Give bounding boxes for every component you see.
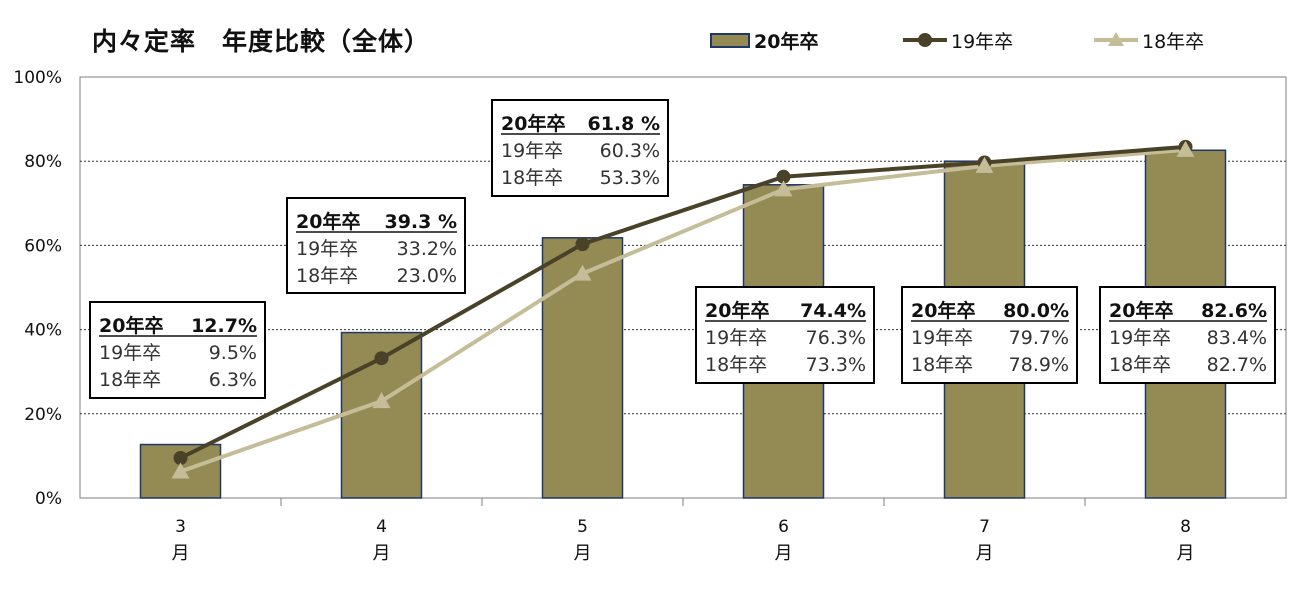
annotation-label: 18年卒 bbox=[1109, 354, 1171, 376]
annotation-box bbox=[286, 197, 466, 294]
y-tick-label: 60% bbox=[24, 236, 62, 256]
line-19 bbox=[179, 144, 1186, 460]
annotation-value: 33.2% bbox=[397, 238, 457, 260]
annotation-label: 18年卒 bbox=[99, 369, 161, 391]
annotation-label: 19年卒 bbox=[501, 140, 563, 162]
y-tick-label: 0% bbox=[35, 489, 62, 509]
annotation-value: 23.0% bbox=[397, 265, 457, 287]
annotation-value: 73.3% bbox=[806, 354, 866, 376]
annotation-label: 19年卒 bbox=[296, 238, 358, 260]
annotation-value: 80.0% bbox=[1003, 300, 1069, 322]
x-tick-unit: 月 bbox=[574, 543, 592, 564]
annotation-box bbox=[695, 286, 875, 384]
annotation-value: 6.3% bbox=[209, 369, 257, 391]
annotation-value: 78.9% bbox=[1009, 354, 1069, 376]
legend-item-18: 18年卒 bbox=[1094, 28, 1205, 53]
x-tick-unit: 月 bbox=[775, 543, 793, 564]
legend-item-20: 20年卒 bbox=[710, 28, 819, 53]
annotation-box bbox=[89, 301, 266, 399]
chart-title: 内々定率 年度比較（全体） bbox=[92, 27, 431, 56]
annotation-label: 19年卒 bbox=[911, 327, 973, 349]
annotation-label: 19年卒 bbox=[1109, 327, 1171, 349]
annotation-label: 18年卒 bbox=[911, 354, 973, 376]
annotation-label: 19年卒 bbox=[99, 342, 161, 364]
annotation-value: 82.6% bbox=[1201, 300, 1267, 322]
annotation-value: 12.7% bbox=[191, 315, 257, 337]
x-tick-label: 4 bbox=[376, 517, 387, 537]
annotation-label: 18年卒 bbox=[501, 167, 563, 189]
x-tick-label: 8 bbox=[1180, 517, 1191, 537]
legend-swatch-line18 bbox=[1094, 32, 1138, 46]
marker-18 bbox=[573, 264, 592, 281]
marker-18 bbox=[1176, 140, 1195, 157]
y-tick-label: 100% bbox=[13, 68, 62, 88]
annotation-box bbox=[901, 286, 1078, 384]
x-tick-label: 6 bbox=[778, 517, 789, 537]
annotation-value: 83.4% bbox=[1207, 327, 1267, 349]
annotation-value: 39.3 % bbox=[384, 211, 457, 233]
annotation-label: 19年卒 bbox=[705, 327, 767, 349]
annotation-label: 20年卒 bbox=[99, 314, 163, 337]
marker-18 bbox=[975, 156, 994, 173]
annotation-value: 53.3% bbox=[600, 167, 660, 189]
x-tick-unit: 月 bbox=[172, 543, 190, 564]
y-tick-label: 40% bbox=[24, 321, 62, 341]
annotation-label: 20年卒 bbox=[296, 210, 360, 233]
annotation-value: 74.4% bbox=[800, 300, 866, 322]
annotation-label: 18年卒 bbox=[705, 354, 767, 376]
marker-18 bbox=[171, 462, 190, 479]
marker-19 bbox=[575, 237, 590, 252]
marker-18 bbox=[372, 392, 391, 409]
marker-19 bbox=[776, 169, 791, 184]
annotation-value: 9.5% bbox=[209, 342, 257, 364]
x-tick-label: 7 bbox=[979, 517, 990, 537]
marker-19 bbox=[374, 351, 389, 366]
marker-19 bbox=[173, 451, 188, 466]
line-18 bbox=[179, 147, 1186, 474]
legend-label-20: 20年卒 bbox=[754, 30, 819, 53]
annotation-label: 20年卒 bbox=[1109, 299, 1173, 322]
annotation-box bbox=[1099, 286, 1276, 384]
x-tick-unit: 月 bbox=[976, 543, 994, 564]
annotation-label: 20年卒 bbox=[501, 112, 565, 135]
x-tick-unit: 月 bbox=[373, 543, 391, 564]
legend-label-19: 19年卒 bbox=[951, 30, 1014, 53]
annotation-box bbox=[491, 99, 669, 197]
annotation-label: 20年卒 bbox=[705, 299, 769, 322]
x-tick-label: 3 bbox=[175, 517, 186, 537]
y-tick-label: 80% bbox=[24, 152, 62, 172]
annotation-value: 60.3% bbox=[600, 140, 660, 162]
annotation-value: 79.7% bbox=[1009, 327, 1069, 349]
legend-label-18: 18年卒 bbox=[1142, 30, 1205, 53]
marker-18 bbox=[774, 180, 793, 197]
annotation-label: 20年卒 bbox=[911, 299, 975, 322]
annotation-value: 61.8 % bbox=[587, 113, 660, 135]
x-tick-label: 5 bbox=[577, 517, 588, 537]
legend-swatch-line19 bbox=[903, 33, 947, 47]
annotation-value: 82.7% bbox=[1207, 354, 1267, 376]
x-tick-unit: 月 bbox=[1177, 543, 1195, 564]
annotation-value: 76.3% bbox=[806, 327, 866, 349]
legend-item-19: 19年卒 bbox=[903, 28, 1014, 53]
annotation-label: 18年卒 bbox=[296, 265, 358, 287]
legend-swatch-bar bbox=[710, 33, 750, 48]
y-tick-label: 20% bbox=[24, 405, 62, 425]
bar-20 bbox=[541, 237, 624, 499]
